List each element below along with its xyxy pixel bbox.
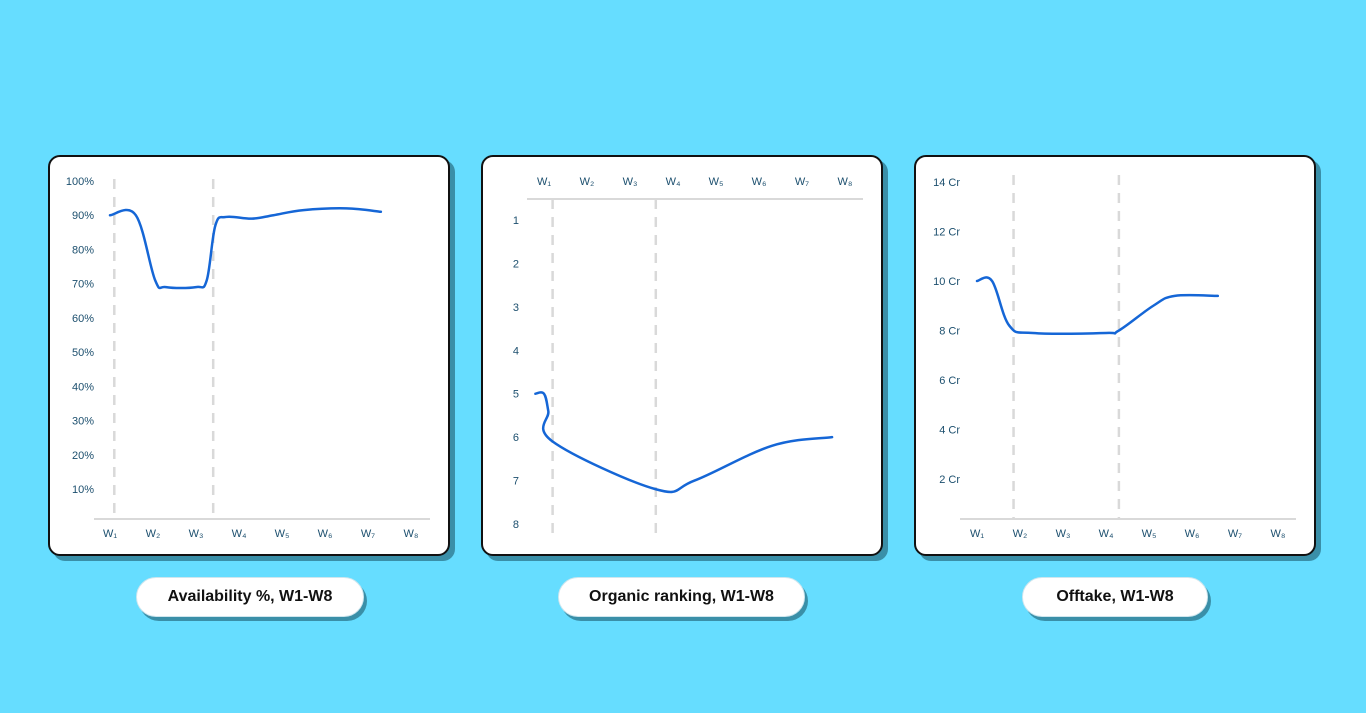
y-tick-label: 4 Cr bbox=[939, 425, 960, 437]
y-tick-label: 20% bbox=[72, 450, 94, 462]
y-tick-label: 2 bbox=[513, 258, 519, 270]
y-tick-label: 10% bbox=[72, 484, 94, 496]
y-tick-label: 80% bbox=[72, 244, 94, 256]
offtake-chart: W₁ W₂ W₃ W₄ W₅ W₆ W₇ W₈ 14 Cr 12 Cr 10 Cr 8 Cr 6 Cr 4… bbox=[933, 175, 1296, 540]
y-tick-label: 12 Cr bbox=[933, 227, 960, 239]
y-tick-label: 6 bbox=[513, 432, 519, 444]
ranking-chart-title: Organic ranking, W1-W8 bbox=[558, 577, 805, 617]
y-tick-label: 60% bbox=[72, 313, 94, 325]
y-tick-label: 10 Cr bbox=[933, 276, 960, 288]
x-tick-label: W₁ bbox=[537, 176, 551, 188]
y-tick-label: 100% bbox=[66, 176, 94, 188]
y-tick-label: 4 bbox=[513, 345, 519, 357]
series-line-0 bbox=[975, 276, 1220, 335]
y-tick-label: 2 Cr bbox=[939, 474, 960, 486]
availability-chart-title: Availability %, W1-W8 bbox=[136, 577, 364, 617]
x-tick-label: W₈ bbox=[404, 528, 419, 540]
x-tick-label: W₇ bbox=[1228, 528, 1242, 540]
availability-chart: W₁ W₂ W₃ W₄ W₅ W₆ W₇ W₈ 100% 90% 80% 70% 60% 50% 40% 30… bbox=[66, 176, 430, 540]
x-tick-label: W₃ bbox=[623, 176, 638, 188]
x-tick-label: W₆ bbox=[318, 528, 333, 540]
x-tick-label: W₂ bbox=[580, 176, 595, 188]
x-tick-label: W₃ bbox=[1056, 528, 1071, 540]
availability-chart-card: W₁ W₂ W₃ W₄ W₅ W₆ W₇ W₈ 100% 90% 80% 70% 60% 50% 40% 30… bbox=[48, 155, 450, 556]
offtake-chart-card: W₁ W₂ W₃ W₄ W₅ W₆ W₇ W₈ 14 Cr 12 Cr 10 Cr 8 Cr 6 Cr 4… bbox=[914, 155, 1316, 556]
x-tick-label: W₇ bbox=[361, 528, 375, 540]
x-tick-label: W₅ bbox=[709, 176, 724, 188]
x-tick-label: W₄ bbox=[232, 528, 247, 540]
x-tick-label: W₅ bbox=[275, 528, 290, 540]
y-tick-label: 3 bbox=[513, 302, 519, 314]
y-tick-label: 40% bbox=[72, 381, 94, 393]
x-tick-label: W₈ bbox=[1271, 528, 1286, 540]
x-tick-label: W₄ bbox=[666, 176, 681, 188]
y-tick-label: 8 bbox=[513, 519, 519, 531]
x-tick-label: W₈ bbox=[838, 176, 853, 188]
y-tick-label: 50% bbox=[72, 347, 94, 359]
y-tick-label: 7 bbox=[513, 476, 519, 488]
x-tick-label: W₁ bbox=[103, 528, 117, 540]
x-tick-label: W₅ bbox=[1142, 528, 1157, 540]
y-tick-label: 70% bbox=[72, 279, 94, 291]
x-tick-label: W₂ bbox=[1013, 528, 1028, 540]
x-tick-label: W₆ bbox=[752, 176, 767, 188]
x-tick-label: W₁ bbox=[970, 528, 984, 540]
ranking-chart-card: W₁ W₂ W₃ W₄ W₅ W₆ W₇ W₈ 1 2 3 4 5 6 7 8 bbox=[481, 155, 883, 556]
y-tick-label: 5 bbox=[513, 389, 519, 401]
y-tick-label: 1 bbox=[513, 215, 519, 227]
y-tick-label: 90% bbox=[72, 210, 94, 222]
offtake-chart-title: Offtake, W1-W8 bbox=[1022, 577, 1208, 617]
series-line-0 bbox=[108, 207, 383, 290]
x-tick-label: W₆ bbox=[1185, 528, 1200, 540]
x-tick-label: W₄ bbox=[1099, 528, 1114, 540]
ranking-chart: W₁ W₂ W₃ W₄ W₅ W₆ W₇ W₈ 1 2 3 4 5 6 7 8 bbox=[513, 176, 863, 540]
x-tick-label: W₇ bbox=[795, 176, 809, 188]
y-tick-label: 6 Cr bbox=[939, 375, 960, 387]
y-tick-label: 30% bbox=[72, 416, 94, 428]
x-tick-label: W₂ bbox=[146, 528, 161, 540]
y-tick-label: 8 Cr bbox=[939, 326, 960, 338]
x-tick-label: W₃ bbox=[189, 528, 204, 540]
y-tick-label: 14 Cr bbox=[933, 177, 960, 189]
series-line-0 bbox=[534, 391, 834, 494]
